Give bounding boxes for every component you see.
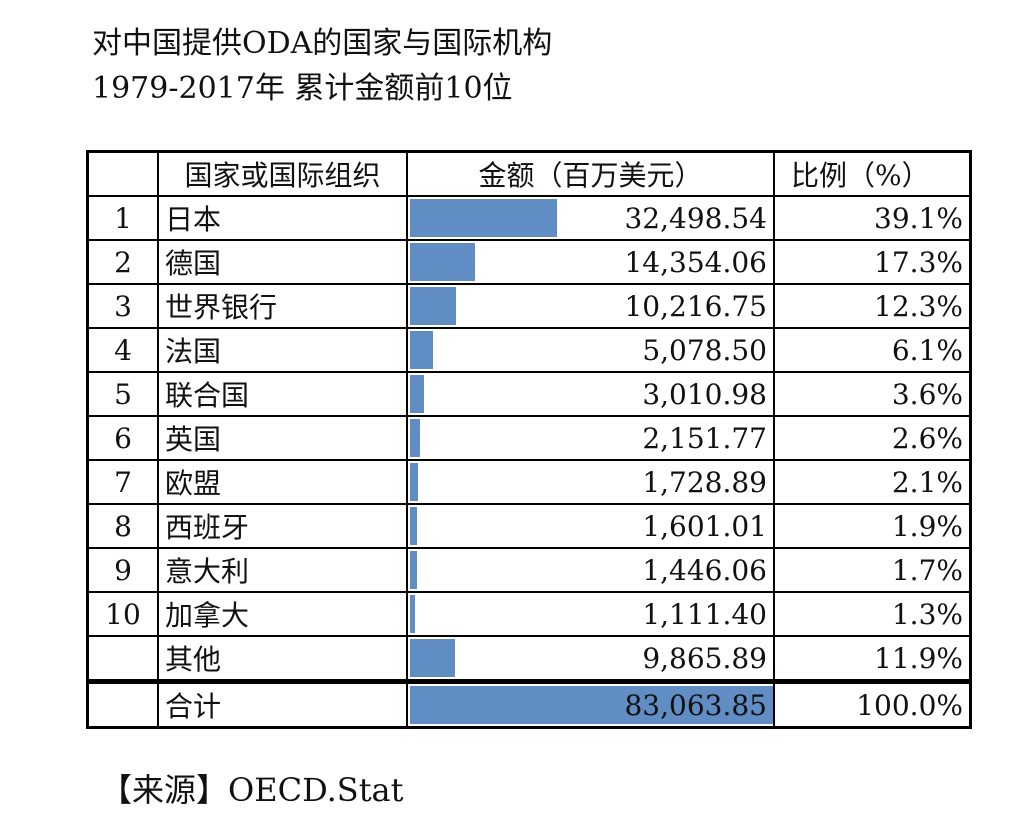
amount-cell: 1,728.89 <box>406 459 775 505</box>
amount-bar <box>410 551 417 589</box>
pct-cell: 2.6% <box>773 415 972 461</box>
pct-cell: 39.1% <box>773 195 972 241</box>
rank-cell: 10 <box>86 591 159 637</box>
amount-bar <box>410 331 433 369</box>
amount-cell: 1,601.01 <box>406 503 775 549</box>
table-row: 4 法国 5,078.50 6.1% <box>86 327 972 373</box>
amount-label: 32,498.54 <box>624 201 767 235</box>
pct-cell: 3.6% <box>773 371 972 417</box>
chart-title: 对中国提供ODA的国家与国际机构 <box>92 26 553 61</box>
table-row: 3 世界银行 10,216.75 12.3% <box>86 283 972 329</box>
table-row: 9 意大利 1,446.06 1.7% <box>86 547 972 593</box>
amount-cell: 5,078.50 <box>406 327 775 373</box>
amount-bar <box>410 507 417 545</box>
amount-cell: 9,865.89 <box>406 635 775 683</box>
amount-label: 9,865.89 <box>642 641 767 675</box>
header-row: 国家或国际组织 金额（百万美元） 比例（%） <box>86 150 972 197</box>
rank-cell <box>86 635 159 683</box>
chart-subtitle: 1979-2017年 累计金额前10位 <box>92 71 513 106</box>
table-row: 10 加拿大 1,111.40 1.3% <box>86 591 972 637</box>
name-cell: 联合国 <box>157 371 408 417</box>
amount-cell: 1,111.40 <box>406 591 775 637</box>
rank-cell: 2 <box>86 239 159 285</box>
header-amount: 金额（百万美元） <box>406 150 775 197</box>
pct-cell: 1.9% <box>773 503 972 549</box>
name-cell: 德国 <box>157 239 408 285</box>
table-row: 其他 9,865.89 11.9% <box>86 635 972 683</box>
amount-bar <box>410 639 455 677</box>
rank-cell: 6 <box>86 415 159 461</box>
oda-table: 国家或国际组织 金额（百万美元） 比例（%） 1 日本 32,498.54 39.1%… <box>86 150 972 729</box>
name-cell: 其他 <box>157 635 408 683</box>
amount-label: 5,078.50 <box>642 333 767 367</box>
amount-label: 1,728.89 <box>642 465 767 499</box>
amount-bar <box>410 595 415 633</box>
amount-label: 1,601.01 <box>642 509 767 543</box>
table-row: 6 英国 2,151.77 2.6% <box>86 415 972 461</box>
amount-bar <box>410 199 557 237</box>
table-row: 2 德国 14,354.06 17.3% <box>86 239 972 285</box>
header-pct: 比例（%） <box>773 150 972 197</box>
table-row: 1 日本 32,498.54 39.1% <box>86 195 972 241</box>
rank-cell: 4 <box>86 327 159 373</box>
amount-label: 10,216.75 <box>624 289 767 323</box>
table-body: 1 日本 32,498.54 39.1% 2 德国 14,354.06 17.3% 3 世界银行 1… <box>86 195 972 729</box>
name-cell: 加拿大 <box>157 591 408 637</box>
amount-cell: 10,216.75 <box>406 283 775 329</box>
pct-cell: 1.7% <box>773 547 972 593</box>
rank-cell: 1 <box>86 195 159 241</box>
rank-cell: 8 <box>86 503 159 549</box>
rank-cell <box>86 679 159 729</box>
rank-cell: 9 <box>86 547 159 593</box>
amount-cell: 32,498.54 <box>406 195 775 241</box>
amount-label: 1,446.06 <box>642 553 767 587</box>
amount-bar <box>410 463 418 501</box>
amount-label: 83,063.85 <box>624 688 767 722</box>
pct-cell: 2.1% <box>773 459 972 505</box>
amount-label: 3,010.98 <box>642 377 767 411</box>
rank-cell: 5 <box>86 371 159 417</box>
total-row: 合计 83,063.85 100.0% <box>86 679 972 729</box>
pct-cell: 1.3% <box>773 591 972 637</box>
amount-label: 2,151.77 <box>642 421 767 455</box>
source-note: 【来源】OECD.Stat <box>100 771 404 809</box>
table-row: 5 联合国 3,010.98 3.6% <box>86 371 972 417</box>
rank-cell: 7 <box>86 459 159 505</box>
amount-label: 14,354.06 <box>624 245 767 279</box>
pct-cell: 12.3% <box>773 283 972 329</box>
name-cell: 合计 <box>157 679 408 729</box>
name-cell: 意大利 <box>157 547 408 593</box>
header-rank <box>86 150 159 197</box>
name-cell: 法国 <box>157 327 408 373</box>
pct-cell: 17.3% <box>773 239 972 285</box>
amount-bar <box>410 419 420 457</box>
table-row: 7 欧盟 1,728.89 2.1% <box>86 459 972 505</box>
amount-bar <box>410 375 424 413</box>
header-name: 国家或国际组织 <box>157 150 408 197</box>
name-cell: 世界银行 <box>157 283 408 329</box>
pct-cell: 6.1% <box>773 327 972 373</box>
name-cell: 欧盟 <box>157 459 408 505</box>
amount-cell: 3,010.98 <box>406 371 775 417</box>
amount-label: 1,111.40 <box>642 597 767 631</box>
amount-cell: 83,063.85 <box>406 679 775 729</box>
name-cell: 日本 <box>157 195 408 241</box>
amount-cell: 1,446.06 <box>406 547 775 593</box>
amount-bar <box>410 243 475 281</box>
amount-bar <box>410 287 456 325</box>
amount-bar <box>410 686 772 724</box>
name-cell: 英国 <box>157 415 408 461</box>
pct-cell: 100.0% <box>773 679 972 729</box>
amount-cell: 2,151.77 <box>406 415 775 461</box>
pct-cell: 11.9% <box>773 635 972 683</box>
amount-cell: 14,354.06 <box>406 239 775 285</box>
name-cell: 西班牙 <box>157 503 408 549</box>
rank-cell: 3 <box>86 283 159 329</box>
table-row: 8 西班牙 1,601.01 1.9% <box>86 503 972 549</box>
